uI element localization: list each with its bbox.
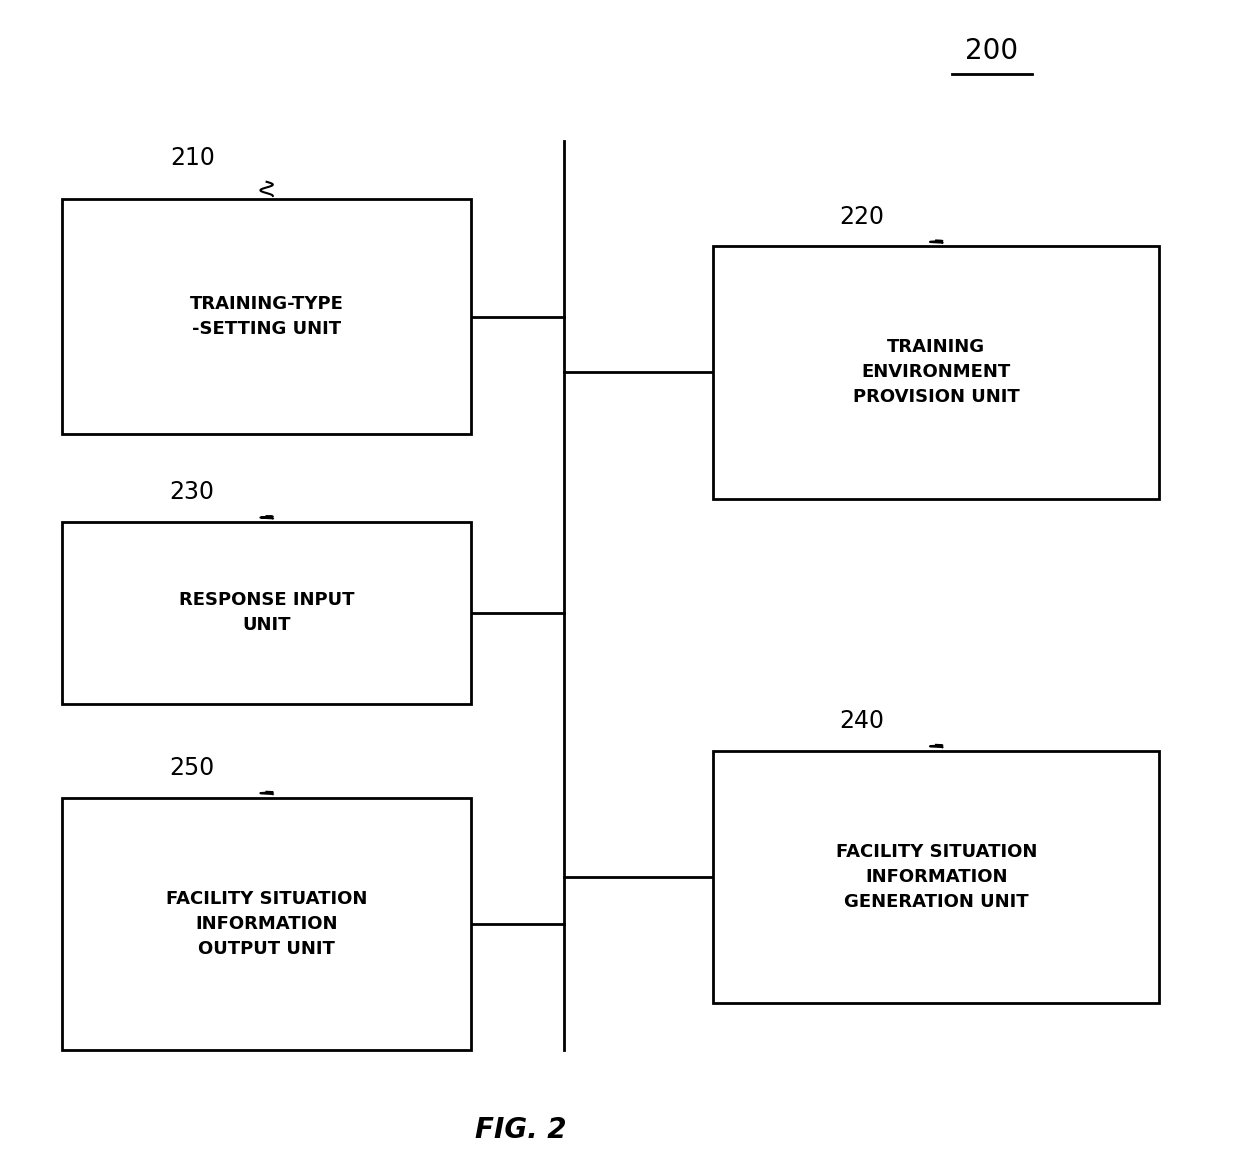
FancyBboxPatch shape bbox=[62, 798, 471, 1050]
Text: FIG. 2: FIG. 2 bbox=[475, 1116, 567, 1144]
Text: 250: 250 bbox=[170, 757, 215, 780]
FancyBboxPatch shape bbox=[62, 522, 471, 704]
Text: TRAINING-TYPE
-SETTING UNIT: TRAINING-TYPE -SETTING UNIT bbox=[190, 296, 343, 338]
Text: TRAINING
ENVIRONMENT
PROVISION UNIT: TRAINING ENVIRONMENT PROVISION UNIT bbox=[853, 339, 1019, 406]
FancyBboxPatch shape bbox=[713, 751, 1159, 1003]
Text: RESPONSE INPUT
UNIT: RESPONSE INPUT UNIT bbox=[179, 591, 355, 635]
Text: 230: 230 bbox=[170, 481, 215, 504]
FancyBboxPatch shape bbox=[62, 199, 471, 434]
FancyBboxPatch shape bbox=[713, 246, 1159, 499]
Text: 200: 200 bbox=[966, 36, 1018, 65]
Text: 240: 240 bbox=[839, 710, 884, 733]
Text: 220: 220 bbox=[839, 205, 884, 229]
Text: FACILITY SITUATION
INFORMATION
OUTPUT UNIT: FACILITY SITUATION INFORMATION OUTPUT UN… bbox=[166, 890, 367, 957]
Text: FACILITY SITUATION
INFORMATION
GENERATION UNIT: FACILITY SITUATION INFORMATION GENERATIO… bbox=[836, 843, 1037, 910]
Text: 210: 210 bbox=[170, 147, 215, 170]
